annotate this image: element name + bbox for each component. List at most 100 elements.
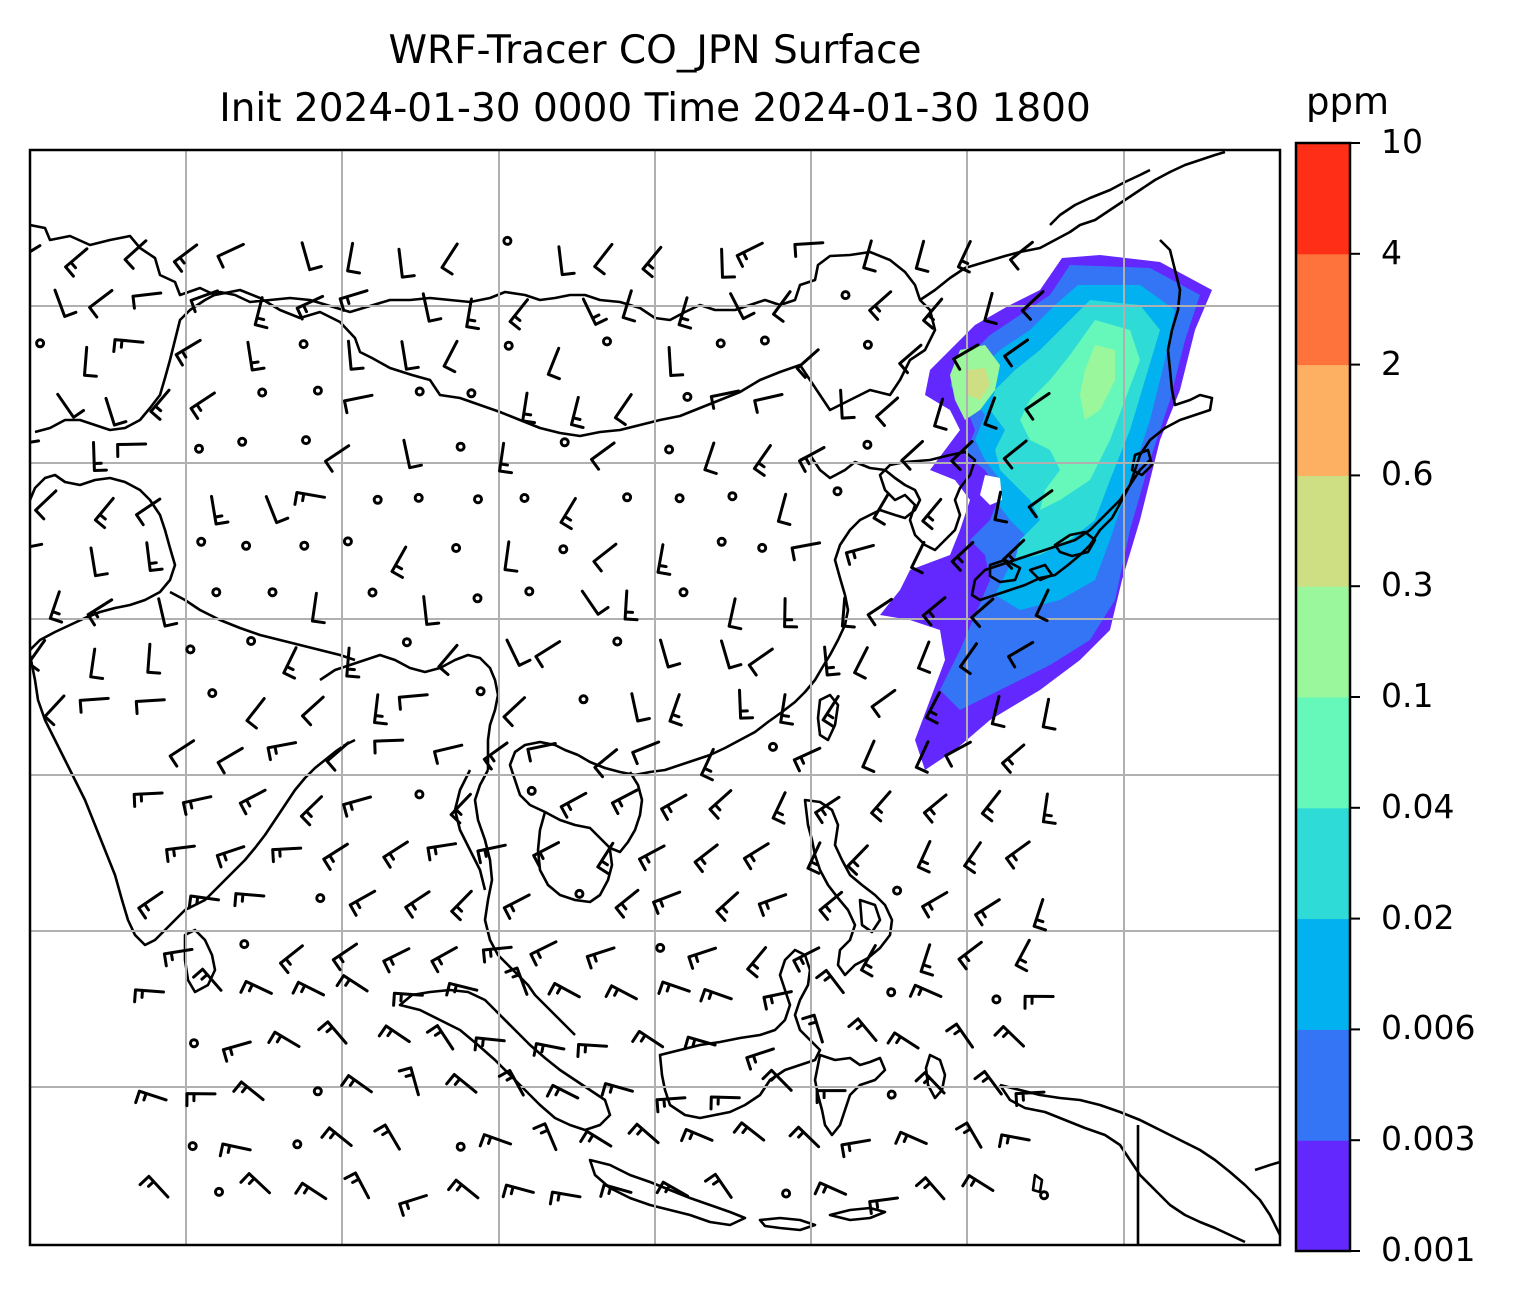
colorbar-tick-label: 0.04 [1381, 786, 1455, 826]
wind-barb [704, 1172, 733, 1199]
calm-wind-marker [886, 987, 897, 998]
wind-barb [437, 643, 459, 676]
wind-barb [779, 693, 794, 726]
wind-barb [1007, 640, 1035, 669]
wind-barb [157, 597, 179, 628]
wind-barb [910, 540, 926, 575]
wind-barb [742, 842, 770, 871]
wind-barb [295, 294, 325, 321]
calm-wind-marker [401, 637, 412, 648]
wind-barb [442, 339, 459, 374]
wind-barb [861, 739, 876, 773]
wind-barb [325, 741, 350, 772]
wind-barb [916, 840, 932, 874]
wind-barb [914, 740, 930, 774]
wind-barb [133, 988, 165, 1004]
wind-barb [1020, 290, 1045, 321]
wind-barb [1041, 792, 1057, 825]
wind-barb [798, 446, 826, 473]
wind-barb [232, 1080, 265, 1102]
wind-barb [526, 742, 557, 763]
wind-barb [300, 241, 323, 272]
wind-barb [790, 541, 822, 562]
wind-barb [174, 338, 202, 367]
wind-barb [187, 894, 220, 910]
wind-barb [580, 589, 610, 616]
wind-barb [732, 1121, 766, 1142]
wind-barb [627, 1122, 660, 1145]
wind-barb [402, 438, 423, 470]
calm-wind-marker [472, 593, 483, 604]
wind-barb [839, 388, 856, 420]
colorbar [1294, 141, 1352, 1253]
wind-barb [813, 1181, 848, 1196]
wind-barb [700, 747, 715, 782]
wind-barb [921, 891, 949, 919]
wind-barb [271, 846, 303, 864]
wind-barb [294, 1181, 328, 1201]
wind-barb [266, 741, 298, 762]
wind-barb [1014, 1090, 1046, 1108]
wind-barb [445, 1073, 478, 1094]
wind-barb [299, 795, 323, 827]
wind-barb [449, 792, 472, 825]
wind-barb [703, 441, 718, 475]
wind-barb [30, 439, 41, 444]
wind-barb [958, 642, 978, 675]
wind-barbs [30, 235, 1057, 1217]
wind-barb [324, 444, 351, 473]
wind-barb [450, 889, 473, 922]
wind-barb [246, 340, 266, 372]
calm-wind-marker [246, 636, 257, 646]
wind-barb [815, 968, 845, 995]
wind-barb [343, 393, 374, 415]
wind-barb [922, 297, 944, 330]
wind-barb [614, 888, 640, 919]
colorbar-bin [1296, 143, 1350, 255]
wind-barb [660, 793, 688, 821]
wind-barb [93, 496, 115, 530]
calm-wind-marker [267, 587, 278, 598]
wind-barb [983, 291, 998, 326]
wind-barb [657, 980, 691, 995]
calm-wind-marker [312, 385, 323, 396]
wind-barb [944, 740, 972, 768]
wind-barb [604, 984, 638, 1001]
calm-wind-marker [664, 444, 675, 455]
wind-barb [921, 596, 947, 627]
wind-barb [919, 943, 934, 977]
wind-barb [131, 291, 163, 310]
wind-barb [823, 645, 841, 677]
wind-barb [677, 296, 693, 330]
calm-wind-marker [674, 493, 685, 504]
calm-wind-marker [655, 942, 666, 953]
wind-barb [1014, 938, 1031, 973]
wind-barb [185, 1092, 217, 1108]
calm-wind-marker [524, 586, 535, 597]
wind-barb [652, 890, 682, 915]
calm-wind-marker [451, 543, 462, 553]
calm-wind-marker [315, 893, 326, 904]
wind-barb [576, 1043, 609, 1058]
wind-barb [482, 741, 509, 771]
wind-barb [64, 247, 89, 278]
wind-barb [382, 947, 411, 974]
wind-barb [56, 392, 85, 419]
wind-barb [502, 696, 526, 728]
colorbar-tick-label: 10 [1381, 122, 1423, 161]
wind-barb [735, 241, 764, 268]
wind-barb [631, 740, 661, 766]
wind-barb [993, 490, 1009, 524]
wind-barb [1034, 588, 1050, 623]
wind-barb [795, 348, 820, 379]
wind-barb [886, 1031, 920, 1050]
wind-barb [570, 395, 585, 429]
wind-barb [720, 247, 736, 279]
wind-barb [1001, 743, 1026, 774]
calm-wind-marker [455, 1141, 466, 1152]
colorbar-tick-label: 0.006 [1381, 1008, 1476, 1048]
calm-wind-marker [502, 235, 513, 246]
calm-wind-marker [473, 494, 483, 505]
wind-barb [738, 688, 755, 720]
wind-barb [655, 1180, 689, 1198]
